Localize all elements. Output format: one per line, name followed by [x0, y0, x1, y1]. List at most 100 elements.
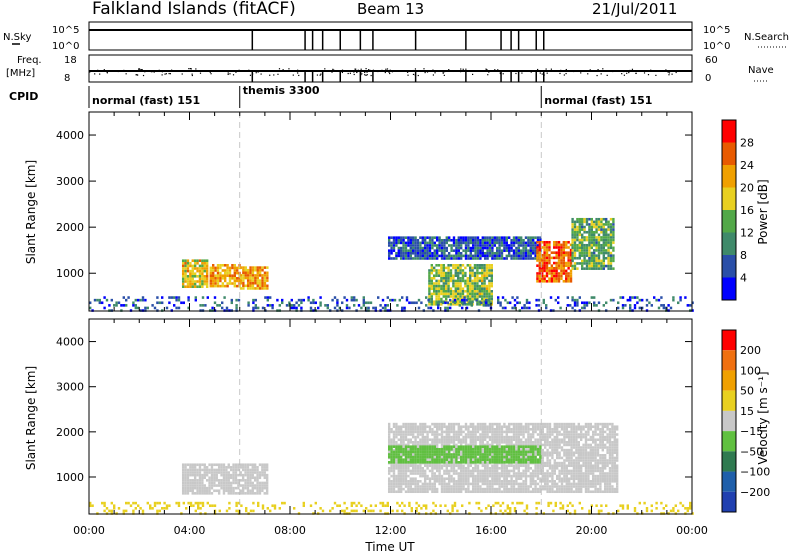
scatter-cell: [474, 435, 477, 439]
scatter-cell: [548, 422, 552, 426]
scatter-cell: [290, 298, 293, 302]
scatter-cell: [536, 428, 540, 431]
scatter-cell: [445, 430, 448, 434]
scatter-cell: [421, 482, 424, 486]
scatter-cell: [581, 233, 584, 237]
scatter-cell: [553, 256, 556, 260]
scatter-cell: [507, 472, 511, 475]
nave-point: [190, 68, 192, 70]
scatter-cell: [244, 274, 247, 277]
scatter-cell: [517, 422, 520, 426]
scatter-cell: [587, 477, 590, 481]
scatter-cell: [246, 284, 250, 288]
nave-point: [537, 68, 539, 71]
scatter-cell: [611, 422, 614, 426]
scatter-cell: [232, 468, 235, 472]
scatter-cell: [527, 433, 530, 436]
scatter-cell: [468, 301, 471, 305]
scatter-cell: [483, 469, 487, 473]
scatter-cell: [589, 438, 592, 442]
scatter-cell: [515, 490, 518, 494]
scatter-cell: [511, 296, 514, 299]
scatter-cell: [416, 469, 420, 473]
scatter-cell: [551, 485, 554, 488]
scatter-cell: [548, 269, 551, 273]
scatter-cell: [404, 433, 408, 436]
scatter-cell: [589, 448, 592, 452]
scatter-cell: [567, 485, 571, 488]
scatter-cell: [251, 486, 254, 490]
nave-point: [356, 71, 358, 74]
scatter-cell: [548, 472, 552, 475]
scatter-cell: [415, 301, 418, 305]
scatter-cell: [184, 466, 187, 469]
scatter-cell: [468, 266, 472, 270]
scatter-cell: [423, 490, 427, 494]
scatter-cell: [445, 425, 448, 429]
scatter-cell: [495, 238, 499, 242]
scatter-cell: [480, 301, 483, 305]
scatter-cell: [407, 490, 410, 494]
scatter-cell: [594, 430, 597, 434]
scatter-cell: [409, 244, 412, 247]
scatter-cell: [203, 463, 206, 467]
scatter-cell: [563, 467, 566, 470]
scatter-cell: [483, 443, 487, 447]
scatter-cell: [565, 448, 568, 452]
scatter-cell: [534, 474, 537, 478]
scatter-cell: [447, 490, 451, 494]
scatter-cell: [543, 464, 547, 468]
scatter-cell: [575, 430, 578, 434]
scatter-cell: [428, 303, 431, 306]
scatter-cell: [606, 438, 609, 442]
scatter-cell: [488, 274, 491, 278]
scatter-cell: [416, 241, 420, 245]
scatter-cell: [587, 474, 590, 478]
scatter-cell: [184, 479, 187, 482]
scatter-cell: [464, 246, 468, 250]
scatter-cell: [404, 246, 408, 250]
scatter-cell: [538, 256, 542, 260]
scatter-cell: [443, 435, 446, 439]
scatter-cell: [594, 482, 597, 486]
scatter-cell: [608, 456, 612, 460]
scatter-cell: [571, 298, 574, 302]
scatter-cell: [474, 430, 477, 434]
scatter-cell: [232, 471, 235, 474]
scatter-cell: [541, 467, 544, 470]
scatter-cell: [541, 266, 544, 270]
scatter-cell: [437, 287, 441, 291]
scatter-cell: [505, 425, 508, 429]
scatter-cell: [189, 285, 192, 289]
scatter-cell: [609, 230, 613, 234]
scatter-cell: [582, 474, 585, 478]
scatter-cell: [187, 306, 190, 310]
scatter-cell: [522, 469, 525, 473]
scatter-cell: [591, 446, 595, 449]
scatter-cell: [426, 425, 429, 429]
scatter-cell: [584, 490, 588, 494]
scatter-cell: [571, 225, 574, 229]
scatter-cell: [522, 482, 525, 486]
scatter-cell: [488, 264, 491, 267]
scatter-cell: [426, 441, 429, 444]
scatter-cell: [613, 428, 616, 431]
scatter-cell: [597, 217, 601, 221]
scatter-cell: [579, 433, 583, 436]
scatter-cell: [480, 297, 484, 301]
scatter-cell: [606, 461, 609, 465]
scatter-cell: [467, 480, 470, 483]
scatter-cell: [562, 243, 566, 247]
scatter-cell: [444, 301, 447, 305]
scatter-cell: [254, 287, 257, 290]
scatter-cell: [510, 422, 513, 426]
scatter-cell: [447, 266, 450, 270]
scatter-cell: [407, 425, 410, 429]
scatter-cell: [196, 285, 199, 289]
scatter-cell: [239, 489, 242, 493]
scatter-cell: [402, 487, 405, 491]
scatter-cell: [241, 463, 245, 467]
scatter-cell: [595, 254, 598, 257]
nave-point: [227, 72, 229, 74]
scatter-cell: [686, 304, 689, 307]
